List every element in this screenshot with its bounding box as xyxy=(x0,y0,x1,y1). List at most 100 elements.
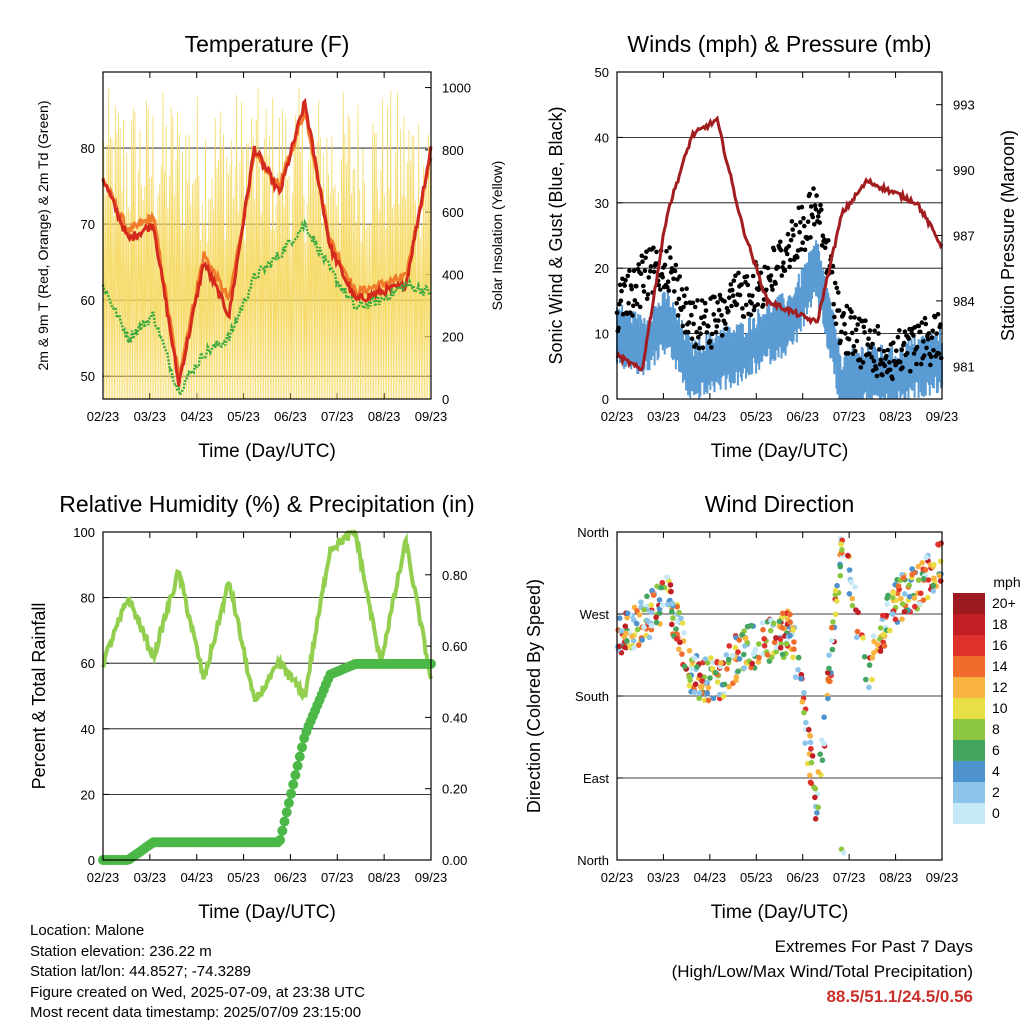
direction-point xyxy=(648,609,655,616)
humidity-title: Relative Humidity (%) & Precipitation (i… xyxy=(59,491,474,517)
direction-point xyxy=(880,612,886,619)
direction-point xyxy=(681,663,688,670)
gust-point xyxy=(932,314,938,320)
direction-point xyxy=(825,669,831,676)
rainfall-point xyxy=(297,742,307,753)
direction-point xyxy=(884,595,890,601)
direction-point xyxy=(809,753,816,759)
direction-point xyxy=(911,595,918,601)
direction-point xyxy=(641,624,647,630)
gust-point xyxy=(698,331,703,337)
gust-point xyxy=(714,324,720,329)
gust-point xyxy=(750,273,756,279)
rainfall-point xyxy=(279,816,290,827)
station-elevation: Station elevation: 236.22 m xyxy=(30,942,212,960)
gust-point xyxy=(703,308,709,313)
direction-point xyxy=(887,627,893,634)
gust-point xyxy=(711,312,716,317)
direction-point xyxy=(920,597,927,603)
gust-point xyxy=(897,328,902,333)
direction-point xyxy=(870,633,877,639)
gust-point xyxy=(867,351,872,357)
gust-point xyxy=(884,353,889,359)
direction-point xyxy=(736,656,743,662)
direction-point xyxy=(832,587,839,594)
gust-point xyxy=(632,298,638,303)
gust-point xyxy=(869,355,874,360)
winds-xtick-label: 05/23 xyxy=(740,409,773,424)
direction-point xyxy=(724,666,730,672)
direction-point xyxy=(761,636,767,642)
gust-point xyxy=(707,338,713,344)
direction-point xyxy=(771,620,777,627)
gust-point xyxy=(689,312,694,318)
direction-point xyxy=(814,810,820,816)
direction-point xyxy=(937,578,944,584)
gust-point xyxy=(685,329,691,335)
direction-point xyxy=(838,541,844,547)
direction-point xyxy=(906,582,912,588)
gust-point xyxy=(923,321,929,327)
gust-point xyxy=(630,313,635,318)
direction-point xyxy=(635,642,642,648)
direction-point xyxy=(714,679,721,685)
winds-ytick-right-label: 990 xyxy=(953,163,975,178)
direction-point xyxy=(828,624,835,631)
direction-point xyxy=(807,732,813,739)
direction-point xyxy=(866,662,873,668)
direction-point xyxy=(935,541,941,548)
gust-point xyxy=(702,300,708,306)
gust-point xyxy=(692,304,698,310)
gust-point xyxy=(863,318,868,324)
direction-point xyxy=(729,652,736,659)
gust-point xyxy=(831,301,836,307)
direction-point xyxy=(817,751,823,757)
gust-point xyxy=(682,293,687,299)
gust-point xyxy=(764,287,769,293)
gust-point xyxy=(938,355,944,361)
direction-point xyxy=(845,552,851,559)
station-info: Location: Malone Station elevation: 236.… xyxy=(30,921,365,1024)
gust-point xyxy=(931,348,936,353)
humidity-plot-area xyxy=(98,529,436,865)
gust-point xyxy=(798,247,804,252)
speed-legend-title: mph xyxy=(993,574,1020,590)
direction-point xyxy=(616,615,623,621)
gust-point xyxy=(819,207,824,212)
direction-ytick-label: North xyxy=(577,525,609,540)
gust-point xyxy=(716,307,722,313)
direction-point xyxy=(821,714,827,720)
gust-point xyxy=(755,302,761,307)
direction-ytick-label: North xyxy=(577,853,609,868)
direction-point xyxy=(667,582,674,588)
winds-ytick-label: 30 xyxy=(595,196,609,211)
station-location: Location: Malone xyxy=(30,922,145,939)
direction-point xyxy=(732,644,739,651)
gust-point xyxy=(865,342,870,347)
winds-ytick-label: 10 xyxy=(595,327,609,342)
direction-point xyxy=(669,600,676,607)
gust-point xyxy=(822,245,828,251)
direction-point xyxy=(749,660,755,667)
gust-point xyxy=(868,345,874,350)
gust-point xyxy=(902,329,908,335)
gust-point xyxy=(928,362,933,368)
direction-point xyxy=(696,695,702,702)
temperature-ytick-label: 60 xyxy=(81,293,95,308)
rainfall-point xyxy=(281,807,292,818)
direction-point xyxy=(808,780,814,786)
extremes-title: Extremes For Past 7 Days xyxy=(774,937,973,956)
direction-point xyxy=(808,759,815,766)
gust-point xyxy=(844,303,850,309)
gust-point xyxy=(728,282,734,287)
speed-legend-swatch xyxy=(953,593,985,614)
relative-humidity-line xyxy=(101,529,433,703)
direction-point xyxy=(670,615,676,621)
direction-xtick-label: 05/23 xyxy=(740,870,773,885)
gust-point xyxy=(790,227,795,232)
gust-point xyxy=(897,359,903,365)
gust-point xyxy=(789,219,795,224)
direction-point xyxy=(755,659,762,665)
gust-point xyxy=(814,193,819,198)
gust-point xyxy=(769,283,775,289)
